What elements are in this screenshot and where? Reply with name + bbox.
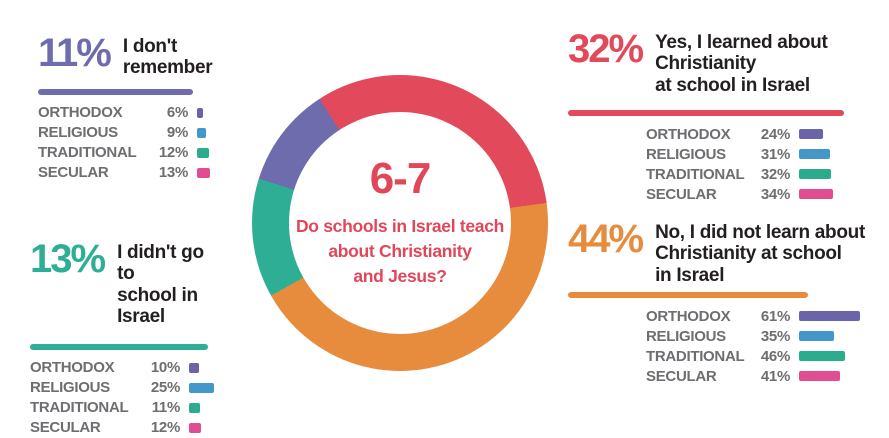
row-value: 61% [760,307,790,325]
row-bar [799,189,833,200]
row-label: RELIGIOUS [646,327,726,345]
row-label: ORTHODOX [38,104,123,122]
table-row: ORTHODOX 61% [646,306,868,326]
row-bar [189,382,214,393]
row-value: 41% [760,367,790,385]
row-bar [197,167,210,178]
table-row: TRADITIONAL 11% [30,398,222,418]
stat-percent: 44% [568,217,644,261]
table-row: RELIGIOUS 25% [30,378,222,398]
donut-hole [289,112,511,334]
accent-divider [38,88,193,95]
row-value: 25% [150,379,180,397]
stat-header: 13% I didn't go to school in Israel [30,237,222,328]
accent-divider [30,343,208,350]
stat-header: 11% I don't remember [38,31,218,79]
stat-header: 32% Yes, I learned about Christianity at… [568,27,868,96]
stat-description: Yes, I learned about Christianity at sch… [655,32,828,96]
row-value: 11% [151,399,181,417]
row-value: 34% [760,185,790,203]
chart-question: Do schools in Israel teach about Christi… [295,216,505,286]
table-row: ORTHODOX 6% [38,103,218,123]
row-label: TRADITIONAL [646,165,745,183]
table-row: RELIGIOUS 9% [38,123,218,143]
chart-title: 6-7 [369,154,432,204]
table-row: SECULAR 13% [38,163,218,183]
accent-divider [568,292,808,299]
row-bar [189,362,199,373]
row-value: 24% [760,125,790,143]
row-bar [799,331,834,342]
row-bar [799,351,845,362]
table-row: ORTHODOX 24% [646,124,868,144]
row-label: SECULAR [646,367,717,385]
row-bar [189,422,201,433]
stat-description: I don't remember [122,36,213,79]
stat-percent: 11% [38,31,112,75]
breakdown-table: ORTHODOX 24% RELIGIOUS 31% TRADITIONAL 3… [568,124,868,204]
stat-percent: 32% [568,27,644,71]
stat-block-dont-remember: 11% I don't remember ORTHODOX 6% RELIGIO… [38,31,218,183]
breakdown-table: ORTHODOX 61% RELIGIOUS 35% TRADITIONAL 4… [568,306,868,386]
row-value: 35% [760,327,790,345]
stat-percent: 13% [30,237,106,281]
table-row: TRADITIONAL 12% [38,143,218,163]
table-row: RELIGIOUS 31% [646,144,868,164]
donut-center: 6-7 Do schools in Israel teach about Chr… [252,75,548,371]
stat-block-no-learned: 44% No, I did not learn about Christiani… [568,217,868,386]
row-bar [197,127,206,138]
stat-description: I didn't go to school in Israel [117,242,204,328]
donut-chart: 6-7 Do schools in Israel teach about Chr… [252,75,548,371]
row-label: ORTHODOX [646,307,731,325]
stat-header: 44% No, I did not learn about Christiani… [568,217,868,286]
breakdown-table: ORTHODOX 6% RELIGIOUS 9% TRADITIONAL 12%… [38,103,218,183]
row-label: RELIGIOUS [38,124,118,142]
row-value: 13% [158,164,188,182]
row-label: ORTHODOX [30,359,115,377]
table-row: SECULAR 34% [646,184,868,204]
row-value: 32% [760,165,790,183]
table-row: RELIGIOUS 35% [646,326,868,346]
table-row: TRADITIONAL 32% [646,164,868,184]
row-bar [799,371,840,382]
row-bar [197,147,209,158]
table-row: SECULAR 41% [646,366,868,386]
row-label: SECULAR [30,419,101,437]
row-label: TRADITIONAL [30,399,129,417]
stat-description: No, I did not learn about Christianity a… [655,222,865,286]
row-value: 12% [150,419,180,437]
row-bar [197,107,203,118]
row-bar [799,129,823,140]
row-value: 12% [158,144,188,162]
row-bar [799,149,830,160]
row-bar [799,169,831,180]
row-value: 31% [760,145,790,163]
stat-block-yes-learned: 32% Yes, I learned about Christianity at… [568,27,868,204]
row-value: 46% [760,347,790,365]
row-value: 9% [166,124,188,142]
row-label: RELIGIOUS [30,379,110,397]
row-label: SECULAR [38,164,109,182]
breakdown-table: ORTHODOX 10% RELIGIOUS 25% TRADITIONAL 1… [30,358,222,438]
row-label: TRADITIONAL [38,144,137,162]
row-label: SECULAR [646,185,717,203]
accent-divider [568,110,844,117]
table-row: TRADITIONAL 46% [646,346,868,366]
row-label: ORTHODOX [646,125,731,143]
row-value: 6% [166,104,188,122]
row-bar [189,402,200,413]
row-value: 10% [150,359,180,377]
table-row: SECULAR 12% [30,418,222,438]
table-row: ORTHODOX 10% [30,358,222,378]
row-label: RELIGIOUS [646,145,726,163]
stat-block-didnt-go: 13% I didn't go to school in Israel ORTH… [30,237,222,438]
row-label: TRADITIONAL [646,347,745,365]
row-bar [799,311,860,322]
